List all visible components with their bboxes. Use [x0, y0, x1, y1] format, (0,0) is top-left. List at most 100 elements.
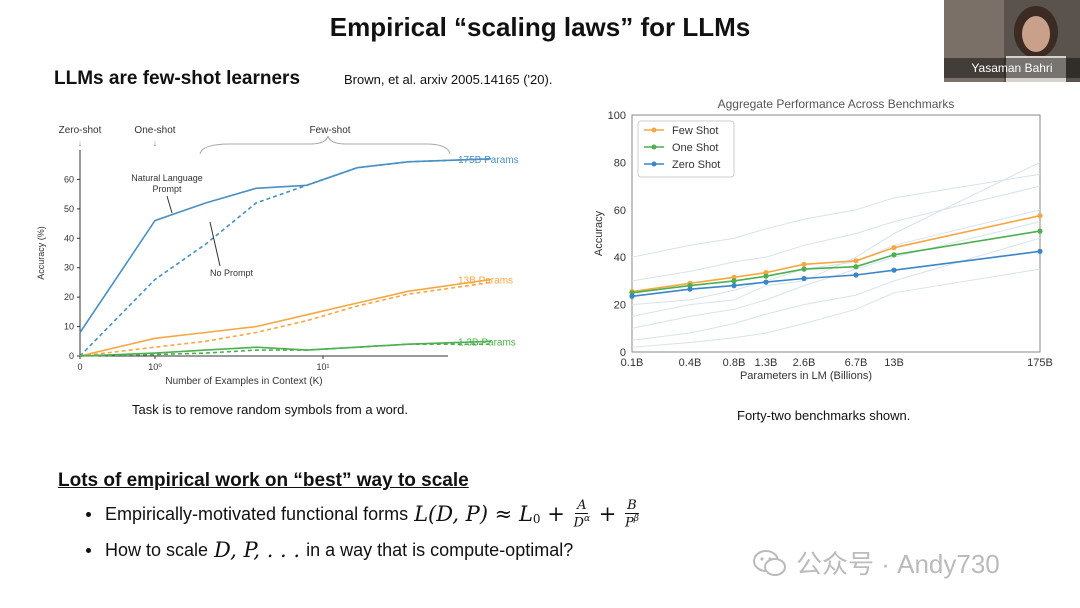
series-line: [79, 158, 492, 333]
series-line: [631, 214, 1041, 293]
data-point: [1037, 213, 1043, 219]
legend-marker: [651, 127, 657, 133]
background-benchmark-line: [631, 209, 1041, 306]
data-point: [801, 261, 807, 267]
data-point: [853, 258, 859, 264]
y-axis-label: Accuracy: [593, 210, 605, 256]
series-line: [79, 158, 492, 357]
watermark-text: 公众号 · Andy730: [796, 549, 1000, 579]
y-tick-label: 50: [64, 204, 74, 214]
y-tick-label: 10: [64, 322, 74, 332]
annotation-pointer: [209, 221, 221, 267]
wechat-icon: [753, 549, 786, 576]
bullet-dot: [86, 547, 91, 553]
bullet-2-text-b: in a way that is compute-optimal?: [306, 539, 574, 560]
annotation-label: No Prompt: [210, 268, 254, 278]
presenter-name: Yasaman Bahri: [944, 58, 1080, 78]
y-tick-label: 40: [614, 252, 626, 264]
few-shot-chart: 0 10 20 30 40 50 60 0 10⁰ 10¹ Number of Examples i…: [36, 125, 519, 387]
legend-label: One Shot: [672, 142, 718, 154]
x-axis-label: Parameters in LM (Billions): [740, 370, 872, 382]
y-axis-label: Accuracy (%): [36, 226, 46, 280]
x-tick-label: 175B: [1027, 357, 1053, 369]
data-point: [687, 286, 693, 292]
y-tick-label: 30: [64, 263, 74, 273]
presenter-video: [944, 0, 1080, 82]
series-line: [631, 250, 1041, 298]
y-tick-label: 40: [64, 233, 74, 243]
legend-label: Few Shot: [672, 125, 718, 137]
y-tick-label: 0: [620, 347, 626, 359]
data-point: [853, 264, 859, 270]
background-benchmark-line: [631, 173, 1041, 258]
bullet-1-text: Empirically-motivated functional forms: [105, 503, 409, 524]
y-tick-label: 100: [608, 110, 626, 122]
background-benchmark-line: [631, 237, 1041, 341]
data-point: [1037, 248, 1043, 254]
aggregate-performance-chart: Aggregate Performance Across Benchmarks 0…: [593, 97, 1053, 382]
background-benchmark-line: [631, 268, 1041, 348]
x-tick-label: 6.7B: [845, 357, 868, 369]
data-point: [891, 245, 897, 251]
citation: Brown, et al. arxiv 2005.14165 ('20).: [344, 72, 553, 87]
data-point: [763, 279, 769, 285]
bullet-2-text-a: How to scale: [105, 539, 209, 560]
data-point: [763, 270, 769, 276]
x-tick-label: 2.6B: [793, 357, 816, 369]
bullet-2-math: D, P, . . .: [214, 538, 301, 562]
series-line: [79, 278, 492, 357]
x-axis-label: Number of Examples in Context (K): [165, 376, 322, 387]
data-point: [763, 273, 769, 279]
data-point: [687, 283, 693, 289]
y-tick-label: 0: [69, 351, 74, 361]
bullet-1: Empirically-motivated functional forms L…: [86, 498, 641, 530]
chart-title: Aggregate Performance Across Benchmarks: [718, 97, 955, 111]
slide-title: Empirical “scaling laws” for LLMs: [329, 12, 751, 42]
bullet-2: How to scale D, P, . . . in a way that i…: [86, 538, 573, 562]
left-heading: LLMs are few-shot learners: [54, 68, 301, 89]
x-tick-label: 0.1B: [621, 357, 644, 369]
watermark: 公众号 · Andy730: [752, 544, 1000, 581]
down-arrow: ↓: [78, 138, 83, 148]
annotation-label: Natural Language: [131, 173, 203, 183]
y-tick-label: 20: [64, 292, 74, 302]
data-point: [853, 272, 859, 278]
x-tick-label: 1.3B: [755, 357, 778, 369]
data-point: [801, 275, 807, 282]
background-benchmark-line: [631, 161, 1041, 317]
data-point: [731, 274, 737, 280]
x-tick-label: 13B: [884, 357, 904, 369]
series-line: [631, 230, 1041, 294]
data-point: [891, 252, 897, 258]
data-point: [731, 278, 737, 284]
x-tick-label: 10⁰: [148, 362, 162, 372]
legend-box: [637, 120, 735, 178]
bullet-dot: [86, 511, 91, 517]
annotation-pointer: [166, 195, 173, 214]
background-benchmark-line: [631, 221, 1041, 329]
series-line: [79, 340, 492, 357]
series-label: 175B Params: [458, 155, 519, 166]
x-tick-label: 10¹: [316, 362, 329, 372]
shot-label: Few-shot: [309, 125, 350, 136]
y-tick-label: 20: [614, 300, 626, 312]
series-line: [79, 281, 492, 357]
right-caption: Forty-two benchmarks shown.: [737, 408, 911, 423]
legend-label: Zero Shot: [672, 159, 720, 171]
data-point: [801, 266, 807, 272]
x-tick-label: 0.8B: [723, 357, 746, 369]
y-tick-label: 60: [64, 174, 74, 184]
background-benchmark-line: [631, 185, 1041, 282]
legend-marker: [651, 144, 657, 150]
left-caption: Task is to remove random symbols from a …: [132, 402, 408, 417]
data-point: [1037, 228, 1043, 234]
series-label: 1.3B Params: [458, 337, 516, 348]
few-shot-brace: [199, 135, 451, 155]
shot-label: One-shot: [134, 125, 175, 136]
x-tick-label: 0: [77, 362, 82, 372]
y-tick-label: 80: [614, 157, 626, 169]
data-point: [731, 283, 737, 289]
series-label: 13B Params: [458, 275, 513, 286]
data-point: [891, 267, 897, 273]
